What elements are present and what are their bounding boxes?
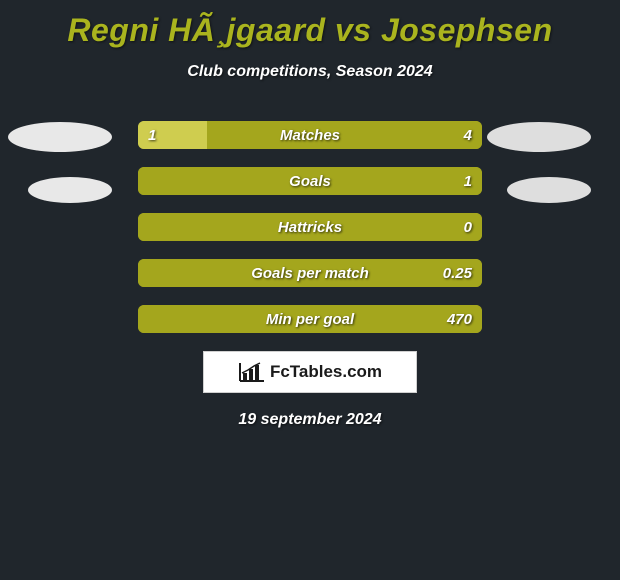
stat-row: Matches14 [138,121,482,149]
decorative-ellipse [487,122,591,152]
stats-bars: Matches14 Goals1 Hattricks0 Goals per match… [0,121,620,333]
subtitle: Club competitions, Season 2024 [0,63,620,81]
stat-bar-right [138,213,482,241]
decorative-ellipse [507,177,591,203]
logo-text: FcTables.com [270,362,382,382]
logo-box: FcTables.com [203,351,417,393]
stat-row: Min per goal470 [138,305,482,333]
stat-bar-right [138,305,482,333]
logo-chart-icon [238,361,266,383]
stat-row: Hattricks0 [138,213,482,241]
page-title: Regni HÃ¸jgaard vs Josephsen [0,0,620,49]
stat-bar-right [138,167,482,195]
date-line: 19 september 2024 [0,411,620,429]
stat-row: Goals per match0.25 [138,259,482,287]
decorative-ellipse [28,177,112,203]
stat-row: Goals1 [138,167,482,195]
decorative-ellipse [8,122,112,152]
stat-bar-right [207,121,482,149]
stat-bar-right [138,259,482,287]
stat-bar-left [138,121,207,149]
